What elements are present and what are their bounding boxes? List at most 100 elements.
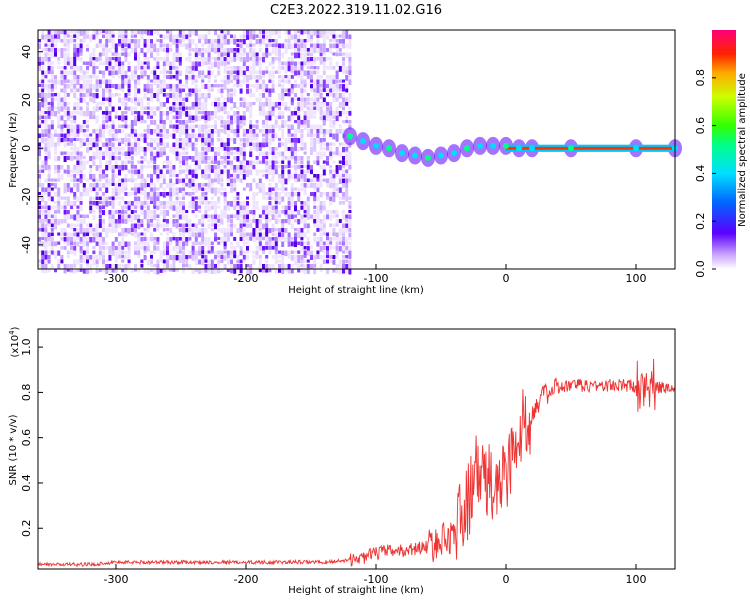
spectrogram-cell xyxy=(162,246,166,252)
spectrogram-cell xyxy=(319,268,323,272)
spectrogram-cell xyxy=(118,151,121,155)
spectrogram-cell xyxy=(111,133,115,140)
spectrogram-cell xyxy=(108,183,112,187)
spectrogram-cell xyxy=(284,93,288,97)
spectrogram-cell xyxy=(271,129,275,133)
spectrogram-cell xyxy=(86,264,89,268)
spectrogram-cell xyxy=(214,84,217,88)
spectrogram-cell xyxy=(50,228,54,232)
spectrogram-cell xyxy=(198,88,201,93)
spectrogram-cell xyxy=(82,160,86,167)
spectrogram-cell xyxy=(44,228,48,234)
spectrogram-cell xyxy=(233,169,237,173)
spectrogram-cell xyxy=(348,264,352,270)
spectrogram-cell xyxy=(50,70,54,75)
spectrogram-cell xyxy=(73,201,77,207)
spectrogram-cell xyxy=(332,228,336,234)
spectrogram-cell xyxy=(217,70,221,76)
spectrogram-cell xyxy=(322,120,326,126)
spectrogram-cell xyxy=(121,48,125,52)
spectrogram-cell xyxy=(201,106,205,111)
spectrogram-cell xyxy=(156,75,160,80)
spectrogram-cell xyxy=(143,165,147,169)
spectrogram-cell xyxy=(290,147,294,153)
spectrogram-cell xyxy=(175,210,179,216)
spectrogram-cell xyxy=(258,246,262,251)
spectrogram-cell xyxy=(255,97,259,103)
spectrogram-cell xyxy=(319,111,323,115)
spectrogram-cell xyxy=(79,241,83,245)
spectrogram-cell xyxy=(249,115,253,119)
spectrogram-cell xyxy=(326,196,329,200)
spectrogram-cell xyxy=(271,66,275,70)
spectrogram-cell xyxy=(284,120,288,125)
spectrogram-cell xyxy=(217,241,221,245)
spectrogram-cell xyxy=(121,66,125,70)
spectrogram-cell xyxy=(207,57,211,63)
spectrogram-cell xyxy=(121,151,125,157)
spectrogram-cell xyxy=(313,111,317,115)
spectrogram-cell xyxy=(121,246,125,250)
spectrogram-cell xyxy=(242,228,246,232)
spectrogram-cell xyxy=(92,187,96,192)
spectrogram-cell xyxy=(194,156,198,162)
spectrogram-cell xyxy=(271,174,275,180)
spectrogram-cell xyxy=(278,165,281,169)
spectrogram-cell xyxy=(348,57,352,63)
spectrogram-cell xyxy=(204,147,208,151)
spectrogram-cell xyxy=(140,187,144,191)
spectrogram-cell xyxy=(66,183,70,188)
spectrogram-cell xyxy=(108,246,112,252)
spectrogram-cell xyxy=(313,255,317,260)
spectrogram-cell xyxy=(86,133,89,140)
spectrogram-cell xyxy=(335,223,339,227)
spectrogram-cell xyxy=(38,147,41,153)
spectrogram-cell xyxy=(108,102,112,107)
spectrogram-cell xyxy=(166,237,169,243)
spectrogram-cell xyxy=(313,214,317,219)
spectrogram-cell xyxy=(271,156,275,161)
spectrogram-cell xyxy=(121,97,125,103)
spectrogram-cell xyxy=(226,268,230,272)
spectrogram-cell xyxy=(86,79,89,86)
spectrogram-cell xyxy=(265,138,269,143)
spectrogram-cell xyxy=(98,43,102,48)
spectrogram-cell xyxy=(214,61,217,68)
spectrogram-cell xyxy=(108,115,112,122)
spectrogram-cell xyxy=(198,241,201,246)
spectrogram-cell xyxy=(246,232,249,237)
spectrogram-cell xyxy=(281,160,285,164)
spectrogram-cell xyxy=(44,120,48,125)
spectrogram-cell xyxy=(63,75,67,80)
spectrogram-cell xyxy=(204,111,208,116)
spectrogram-cell xyxy=(338,241,342,245)
spectrogram-cell xyxy=(274,241,278,247)
spectrogram-cell xyxy=(204,165,208,170)
spectrogram-cell xyxy=(230,34,233,39)
spectrogram-cell xyxy=(242,79,246,85)
spectrogram-cell xyxy=(143,57,147,61)
spectrogram-cell xyxy=(268,151,272,156)
spectrogram-cell xyxy=(300,93,304,98)
spectrogram-cell xyxy=(41,129,45,134)
spectrogram-cell xyxy=(300,43,304,49)
spectrogram-cell xyxy=(246,250,249,254)
spectrogram-cell xyxy=(297,70,301,76)
spectrogram-cell xyxy=(252,70,256,75)
spectrogram-cell xyxy=(108,66,112,70)
spectrogram-cell xyxy=(246,133,249,139)
spectrogram-cell xyxy=(57,264,61,270)
spectrogram-cell xyxy=(226,93,230,98)
spectrogram-cell xyxy=(214,120,217,126)
spectrogram-cell xyxy=(214,214,217,221)
spectrogram-cell xyxy=(57,192,61,198)
spectrogram-cell xyxy=(316,219,320,223)
spectrogram-cell xyxy=(262,183,265,188)
spectrogram-cell xyxy=(207,133,211,139)
spectrogram-cell xyxy=(63,111,67,117)
spectrogram-cell xyxy=(300,120,304,126)
spectrogram-cell xyxy=(41,268,45,273)
spectrogram-cell xyxy=(306,106,310,111)
spectrogram-cell xyxy=(175,205,179,211)
spectrogram-cell xyxy=(188,255,192,259)
